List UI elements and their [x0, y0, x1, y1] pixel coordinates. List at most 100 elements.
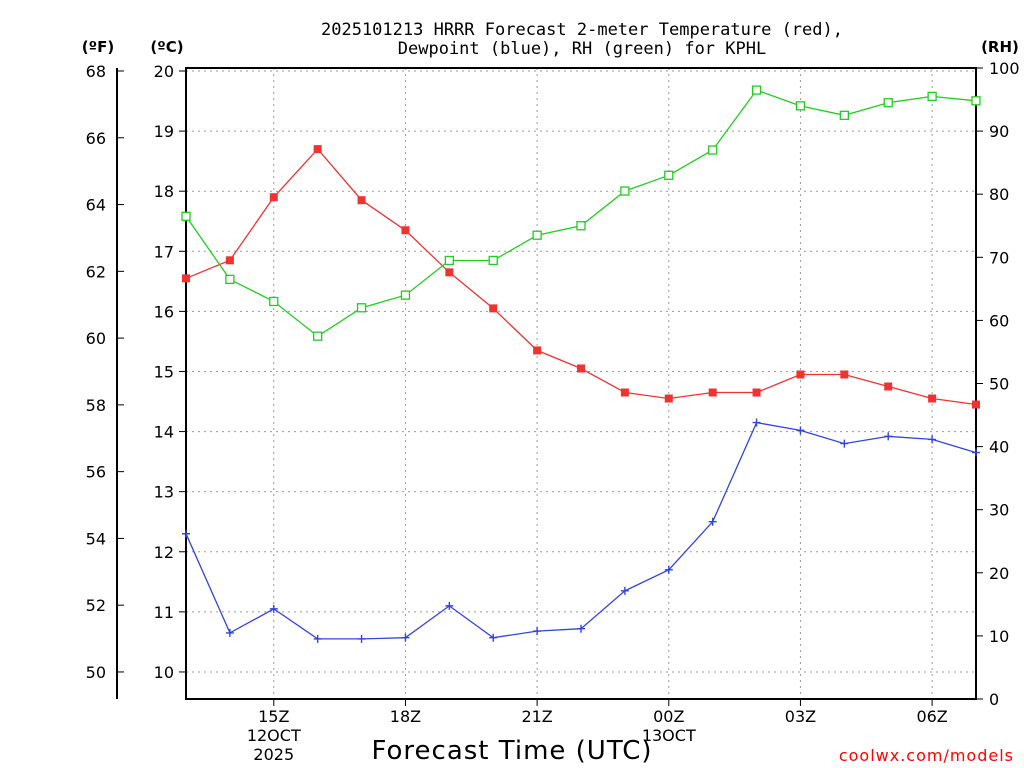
fahrenheit-unit-label: (ºF)	[82, 38, 114, 56]
data-point	[796, 370, 805, 379]
data-point	[401, 633, 410, 642]
chart-series	[181, 85, 981, 643]
celsius-tick-label: 18	[154, 182, 174, 201]
data-point	[708, 145, 718, 155]
chart-ticks: 10 11 12 13 14 15 16 17 18 19 20 50 52 54 56 58 60 62 64 66…	[86, 59, 1020, 764]
data-point	[972, 448, 980, 457]
credit-text[interactable]: coolwx.com/models	[839, 746, 1014, 765]
x-tick-label: 18Z	[390, 707, 421, 726]
celsius-tick-label: 13	[154, 483, 174, 502]
data-point	[664, 170, 674, 180]
data-point	[313, 145, 322, 154]
series-2-meter-temperature	[182, 145, 980, 409]
data-point	[883, 98, 893, 108]
data-point	[182, 274, 190, 283]
celsius-tick-label: 19	[154, 122, 174, 141]
x-tick-label: 06Z	[916, 707, 947, 726]
data-point	[620, 586, 629, 595]
series-line	[185, 89, 977, 337]
x-axis-title: Forecast Time (UTC)	[371, 736, 652, 766]
celsius-tick-label: 12	[154, 543, 174, 562]
data-point	[708, 388, 717, 397]
fahrenheit-tick-label: 50	[86, 663, 106, 682]
x-tick-label: 03Z	[785, 707, 816, 726]
data-point	[225, 628, 234, 637]
rh-tick-label: 40	[989, 438, 1009, 457]
chart-title: 2025101213 HRRR Forecast 2-meter Tempera…	[321, 20, 843, 59]
data-point	[269, 604, 278, 613]
data-point	[533, 627, 542, 636]
rh-tick-label: 10	[989, 627, 1009, 646]
data-point	[313, 331, 323, 341]
data-point	[795, 101, 806, 111]
data-point	[181, 211, 191, 221]
data-point	[927, 91, 937, 102]
data-point	[577, 624, 585, 633]
x-tick-label: 21Z	[521, 707, 552, 726]
data-point	[532, 230, 542, 240]
data-point	[445, 601, 454, 610]
data-point	[708, 517, 717, 526]
data-point	[357, 196, 366, 205]
data-point	[796, 426, 805, 435]
fahrenheit-tick-label: 64	[86, 196, 106, 215]
celsius-tick-label: 17	[154, 242, 174, 261]
data-point	[577, 364, 585, 373]
data-point	[225, 274, 235, 285]
series-rh	[181, 85, 981, 341]
data-point	[884, 432, 893, 441]
celsius-tick-label: 15	[154, 362, 174, 381]
chart-title-line-2: Dewpoint (blue), RH (green) for KPHL	[398, 39, 766, 59]
data-point	[972, 400, 980, 409]
data-point	[884, 382, 893, 391]
fahrenheit-tick-label: 56	[86, 463, 106, 482]
x-tick-label: 13OCT	[642, 726, 696, 745]
rh-tick-label: 100	[989, 59, 1020, 78]
celsius-tick-label: 20	[154, 62, 174, 81]
x-tick-label: 2025	[253, 745, 294, 764]
x-tick-label: 15Z	[258, 707, 289, 726]
data-point	[444, 255, 454, 266]
data-point	[752, 418, 761, 427]
rh-tick-label: 80	[989, 185, 1009, 204]
rh-tick-label: 90	[989, 122, 1009, 141]
rh-tick-label: 20	[989, 564, 1009, 583]
series-line	[185, 421, 977, 640]
x-tick-label: 12OCT	[247, 726, 301, 745]
data-point	[751, 85, 762, 95]
x-tick-label: 00Z	[653, 707, 684, 726]
data-point	[840, 439, 849, 448]
data-point	[489, 633, 498, 642]
rh-tick-label: 30	[989, 501, 1009, 520]
data-point	[225, 256, 234, 265]
fahrenheit-tick-label: 62	[86, 262, 106, 281]
data-point	[576, 221, 586, 231]
data-point	[620, 186, 630, 196]
data-point	[356, 303, 367, 313]
data-point	[401, 226, 410, 235]
celsius-unit-label: (ºC)	[150, 38, 183, 56]
data-point	[269, 193, 278, 202]
data-point	[928, 435, 937, 444]
data-point	[269, 296, 279, 307]
data-point	[357, 634, 366, 643]
rh-unit-label: (RH)	[981, 38, 1019, 56]
data-point	[839, 110, 849, 120]
rh-tick-label: 0	[989, 690, 999, 709]
chart-axes	[116, 67, 977, 700]
celsius-tick-label: 16	[154, 302, 174, 321]
data-point	[752, 388, 761, 397]
data-point	[445, 268, 454, 277]
celsius-tick-label: 11	[154, 603, 174, 622]
fahrenheit-tick-label: 66	[86, 129, 106, 148]
data-point	[928, 394, 937, 403]
rh-tick-label: 50	[989, 375, 1009, 394]
fahrenheit-tick-label: 52	[86, 596, 106, 615]
data-point	[533, 346, 542, 355]
fahrenheit-tick-label: 68	[86, 62, 106, 81]
fahrenheit-tick-label: 54	[86, 529, 106, 548]
chart-title-line-1: 2025101213 HRRR Forecast 2-meter Tempera…	[321, 20, 843, 40]
fahrenheit-tick-label: 58	[86, 396, 106, 415]
data-point	[313, 634, 322, 643]
